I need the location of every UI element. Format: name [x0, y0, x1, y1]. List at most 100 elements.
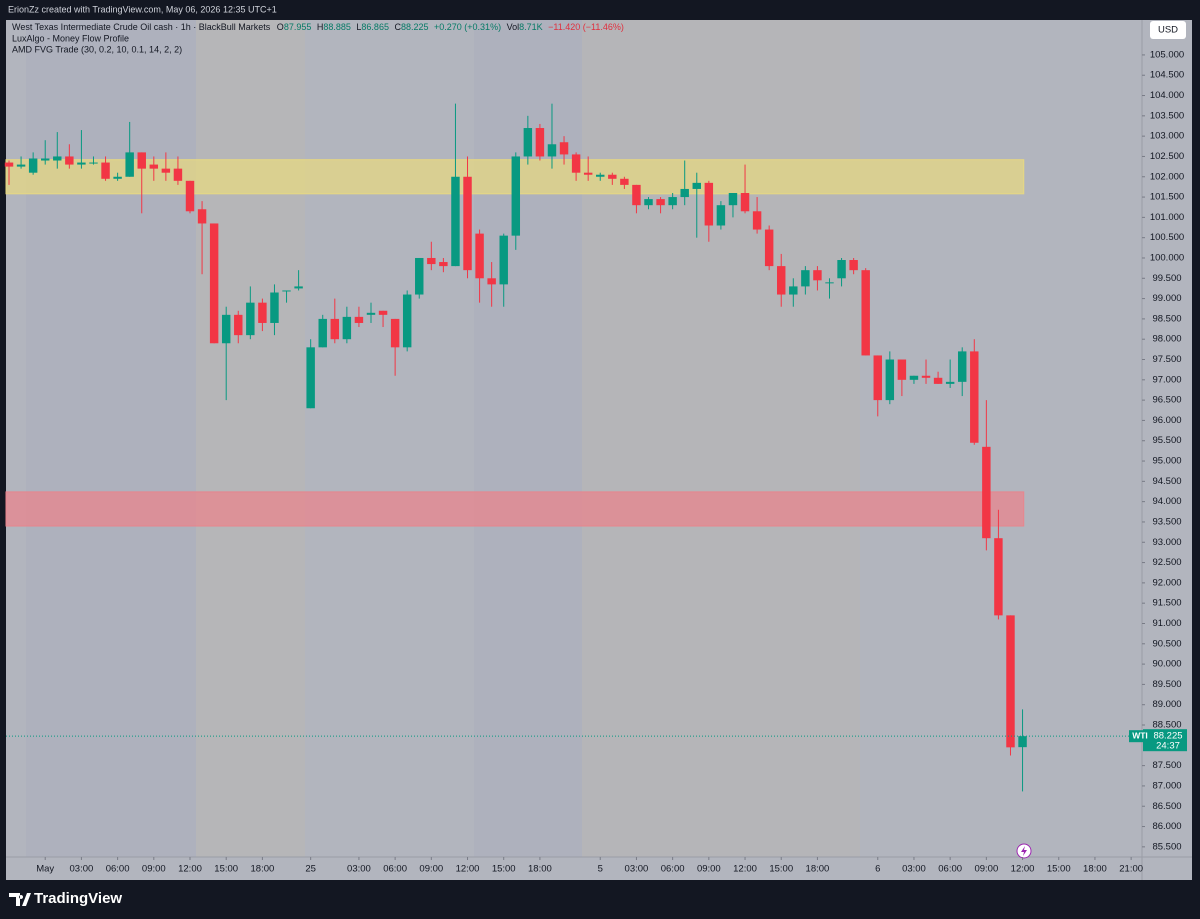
- candle-body: [451, 176, 460, 267]
- session-band: [582, 20, 860, 857]
- x-tick-label: 18:00: [528, 864, 552, 875]
- event-icon-bolt: [1021, 846, 1027, 856]
- x-tick-label: 03:00: [347, 864, 371, 875]
- candle-body: [559, 142, 569, 155]
- countdown-label: 24:37: [1156, 741, 1180, 752]
- x-tick-label: 12:00: [1011, 864, 1035, 875]
- y-tick-label: 102.500: [1150, 151, 1184, 162]
- legend-line: West Texas Intermediate Crude Oil cash ·…: [12, 22, 624, 32]
- candle-body: [16, 164, 26, 167]
- candle-body: [439, 262, 448, 267]
- candle-body: [28, 158, 38, 173]
- x-tick-label: 03:00: [625, 864, 649, 875]
- candle-body: [258, 302, 267, 323]
- y-tick-label: 104.500: [1150, 70, 1184, 81]
- candle-body: [415, 257, 424, 295]
- candle-body: [40, 158, 50, 161]
- candle-body: [161, 168, 171, 173]
- candle-body: [716, 205, 726, 226]
- candle-body: [861, 270, 870, 356]
- indicator-name[interactable]: AMD FVG Trade (30, 0.2, 10, 0.1, 14, 2, …: [12, 44, 182, 54]
- y-tick-label: 88.500: [1152, 720, 1181, 731]
- y-tick-label: 95.000: [1152, 456, 1181, 467]
- y-tick-label: 93.000: [1152, 537, 1181, 548]
- brand-logo: [9, 893, 31, 906]
- x-tick-label: 25: [305, 864, 316, 875]
- x-tick-label: 06:00: [661, 864, 685, 875]
- indicator-name[interactable]: LuxAlgo - Money Flow Profile: [12, 33, 129, 43]
- candle-body: [970, 351, 979, 443]
- candle-body: [77, 162, 86, 165]
- change-total: −11.420 (−11.46%): [548, 22, 624, 32]
- brand-name: TradingView: [34, 890, 122, 907]
- fvg-zone: [5, 491, 1025, 527]
- x-tick-label: 12:00: [456, 864, 480, 875]
- y-tick-label: 92.500: [1152, 557, 1181, 568]
- currency-button[interactable]: [1150, 21, 1186, 39]
- y-tick-label: 91.500: [1152, 598, 1181, 609]
- x-tick-label: 18:00: [806, 864, 830, 875]
- candle-body: [125, 152, 134, 177]
- y-tick-label: 100.000: [1150, 252, 1184, 263]
- candle-body: [390, 318, 400, 348]
- vol-value: 8.71K: [519, 22, 543, 32]
- x-tick-label: 6: [875, 864, 880, 875]
- candle-body: [656, 199, 665, 206]
- y-tick-label: 92.000: [1152, 577, 1181, 588]
- candle-body: [596, 174, 605, 177]
- y-tick-label: 101.000: [1150, 212, 1184, 223]
- x-tick-label: 03:00: [902, 864, 926, 875]
- candle-body: [511, 156, 521, 236]
- candle-body: [837, 260, 846, 279]
- y-tick-label: 85.500: [1152, 841, 1181, 852]
- y-tick-label: 102.000: [1150, 171, 1184, 182]
- candle-body: [909, 375, 919, 380]
- x-tick-label: 06:00: [383, 864, 407, 875]
- candle-body: [342, 316, 352, 340]
- x-tick-label: 21:00: [1119, 864, 1143, 875]
- candle-body: [620, 178, 629, 185]
- candle-body: [994, 538, 1003, 616]
- vol-label: Vol: [507, 22, 520, 32]
- candle-body: [318, 318, 327, 348]
- ohlc-label: O: [277, 22, 284, 32]
- candle-body: [668, 197, 677, 206]
- candle-body: [294, 286, 303, 289]
- candle-body: [801, 270, 810, 287]
- candle-body: [137, 152, 146, 169]
- x-tick-label: May: [36, 864, 54, 875]
- candle-body: [53, 156, 62, 161]
- candle-body: [849, 260, 858, 271]
- candle-body: [921, 375, 931, 378]
- candle-body: [740, 193, 750, 212]
- y-tick-label: 99.000: [1152, 293, 1181, 304]
- candle-body: [185, 180, 195, 212]
- candle-body: [945, 381, 955, 384]
- candle-body: [632, 184, 641, 206]
- symbol-box: [1129, 730, 1151, 743]
- currency-label: USD: [1158, 25, 1178, 36]
- candle-body: [825, 282, 834, 284]
- candle-body: [897, 359, 907, 380]
- candle-body: [475, 233, 484, 279]
- x-tick-label: 09:00: [142, 864, 166, 875]
- candle-body: [957, 351, 967, 382]
- x-tick-label: 12:00: [178, 864, 202, 875]
- candle-body: [209, 223, 219, 344]
- candle-body: [752, 211, 762, 230]
- x-tick-label: 18:00: [1083, 864, 1107, 875]
- candle-body: [1006, 615, 1015, 748]
- y-tick-label: 87.500: [1152, 760, 1181, 771]
- y-tick-label: 97.000: [1152, 374, 1181, 385]
- last-price-box: [1143, 729, 1187, 752]
- y-tick-label: 94.000: [1152, 496, 1181, 507]
- candle-body: [680, 188, 689, 198]
- session-band: [26, 20, 196, 857]
- change: +0.270 (+0.31%): [434, 22, 501, 32]
- x-tick-label: 09:00: [974, 864, 998, 875]
- x-tick-label: 06:00: [106, 864, 130, 875]
- y-tick-label: 87.000: [1152, 780, 1181, 791]
- x-tick-label: 09:00: [697, 864, 721, 875]
- last-price-label: 88.225: [1153, 731, 1182, 742]
